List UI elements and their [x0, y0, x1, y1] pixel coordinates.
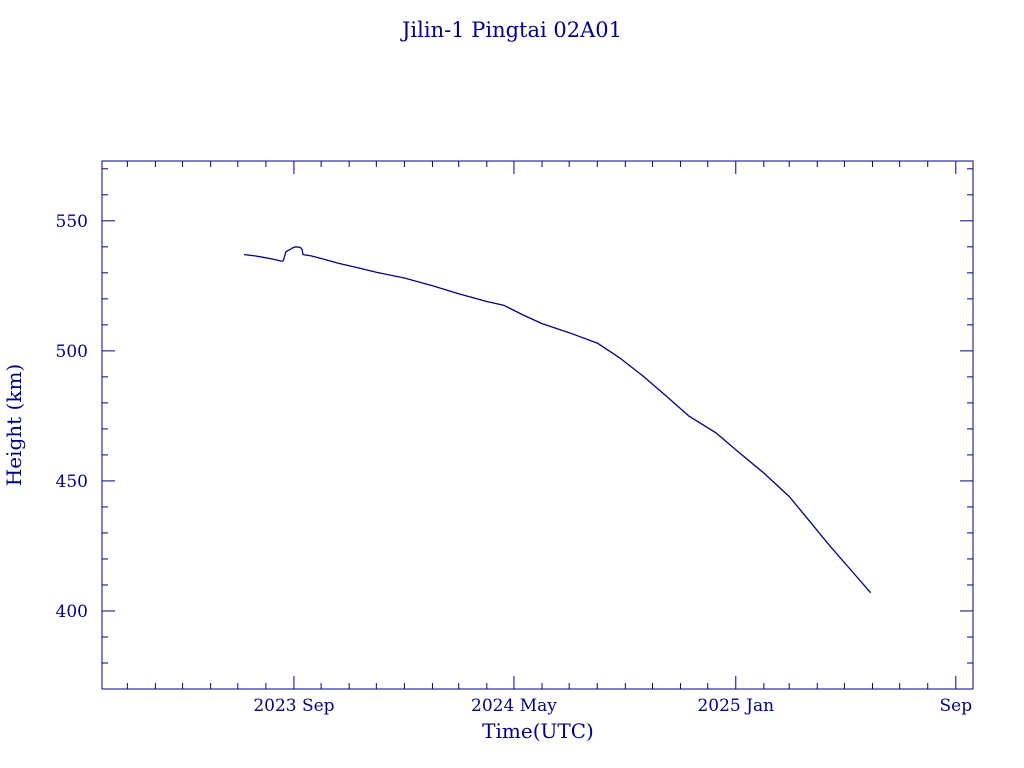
- x-axis-label: Time(UTC): [482, 719, 594, 743]
- y-tick-label: 400: [56, 602, 88, 622]
- y-axis-ticks: [102, 168, 973, 664]
- x-axis-ticks: [101, 161, 957, 689]
- plot-frame: [101, 160, 974, 690]
- y-tick-label: 550: [56, 212, 88, 232]
- y-tick-label: 500: [56, 342, 88, 362]
- x-tick-label: 2023 Sep: [253, 696, 334, 716]
- x-tick-label: Sep: [940, 696, 973, 716]
- x-tick-label: 2025 Jan: [697, 696, 774, 716]
- chart-title: Jilin-1 Pingtai 02A01: [400, 18, 622, 42]
- y-tick-label: 450: [56, 472, 88, 492]
- y-axis-tick-labels: 400 450 500 550: [56, 212, 88, 622]
- height-series-line: [244, 246, 872, 594]
- x-tick-label: 2024 May: [471, 696, 557, 716]
- x-axis-tick-labels: 2023 Sep 2024 May 2025 Jan Sep: [253, 696, 972, 716]
- y-axis-label: Height (km): [2, 364, 26, 486]
